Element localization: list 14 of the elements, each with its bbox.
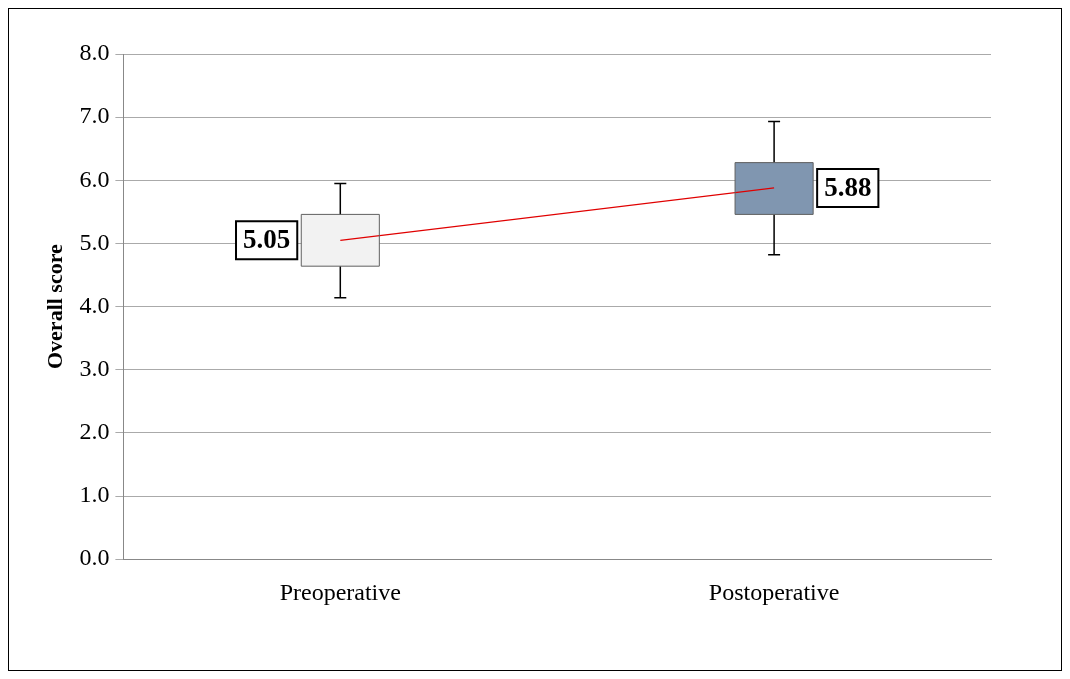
y-tick-label: 3.0 <box>79 355 110 382</box>
y-tick-label: 0.0 <box>79 544 110 571</box>
y-tick-label: 7.0 <box>79 102 110 129</box>
x-tick-label: Preoperative <box>279 578 401 605</box>
y-tick-label: 1.0 <box>79 481 110 508</box>
y-tick-label: 5.0 <box>79 228 110 255</box>
y-axis-title: Overall score <box>41 243 67 370</box>
annotation: 5.88 <box>824 171 872 202</box>
y-tick-label: 8.0 <box>79 39 110 66</box>
annotation: 5.05 <box>243 224 291 255</box>
y-tick-label: 4.0 <box>79 291 110 318</box>
x-tick-label: Postoperative <box>708 578 840 605</box>
y-tick-label: 2.0 <box>79 418 110 445</box>
y-tick-label: 6.0 <box>79 165 110 192</box>
